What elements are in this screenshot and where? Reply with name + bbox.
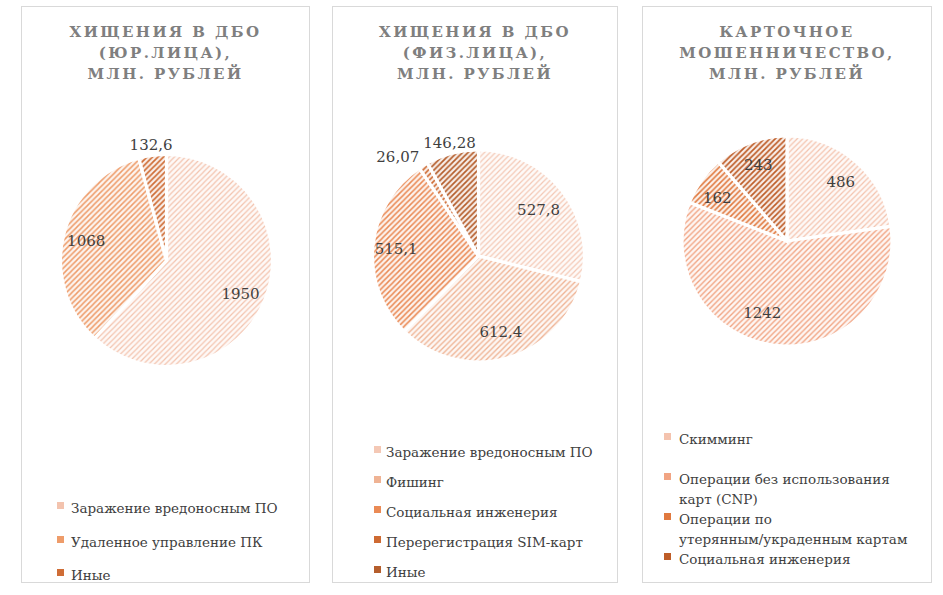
legend-marker — [57, 502, 64, 509]
legend-marker — [374, 476, 381, 483]
legend-marker — [374, 446, 381, 453]
legend-marker — [57, 569, 64, 576]
legend-label: Иные — [71, 565, 111, 585]
legend-marker — [664, 553, 671, 560]
legend-label: Перерегистрация SIM-карт — [386, 532, 583, 552]
chart-panel-dbo-legal: ХИЩЕНИЯ В ДБО (ЮР.ЛИЦА), МЛН. РУБЛЕЙ 195… — [21, 6, 310, 583]
report-page: { "panels": [ { "title": "ХИЩЕНИЯ В ДБО\… — [0, 0, 943, 595]
legend-marker — [374, 566, 381, 573]
legend-label: Удаленное управление ПК — [71, 532, 262, 552]
legend-label: Операции по утерянным/украденным картам — [679, 509, 907, 549]
legend-label: Заражение вредоносным ПО — [71, 498, 278, 518]
legend-label: Иные — [386, 562, 426, 582]
legend-marker — [664, 513, 671, 520]
chart-legend: Заражение вредоносным ПО Фишинг Социальная… — [333, 7, 617, 582]
legend-label: Социальная инженерия — [679, 549, 851, 569]
chart-legend: Скимминг Операции без использования карт … — [643, 7, 931, 582]
legend-label: Операции без использования карт (CNP) — [679, 469, 890, 509]
legend-marker — [374, 506, 381, 513]
legend-marker — [374, 536, 381, 543]
chart-panel-dbo-individuals: ХИЩЕНИЯ В ДБО (ФИЗ.ЛИЦА), МЛН. РУБЛЕЙ 52… — [332, 6, 618, 583]
legend-marker — [664, 433, 671, 440]
chart-legend: Заражение вредоносным ПО Удаленное управл… — [22, 7, 309, 582]
legend-label: Скимминг — [679, 429, 753, 449]
legend-label: Фишинг — [386, 472, 444, 492]
legend-marker — [664, 473, 671, 480]
legend-label: Заражение вредоносным ПО — [386, 442, 593, 462]
chart-panel-card-fraud: КАРТОЧНОЕ МОШЕННИЧЕСТВО, МЛН. РУБЛЕЙ 486… — [642, 6, 932, 583]
legend-marker — [57, 536, 64, 543]
legend-label: Социальная инженерия — [386, 502, 558, 522]
